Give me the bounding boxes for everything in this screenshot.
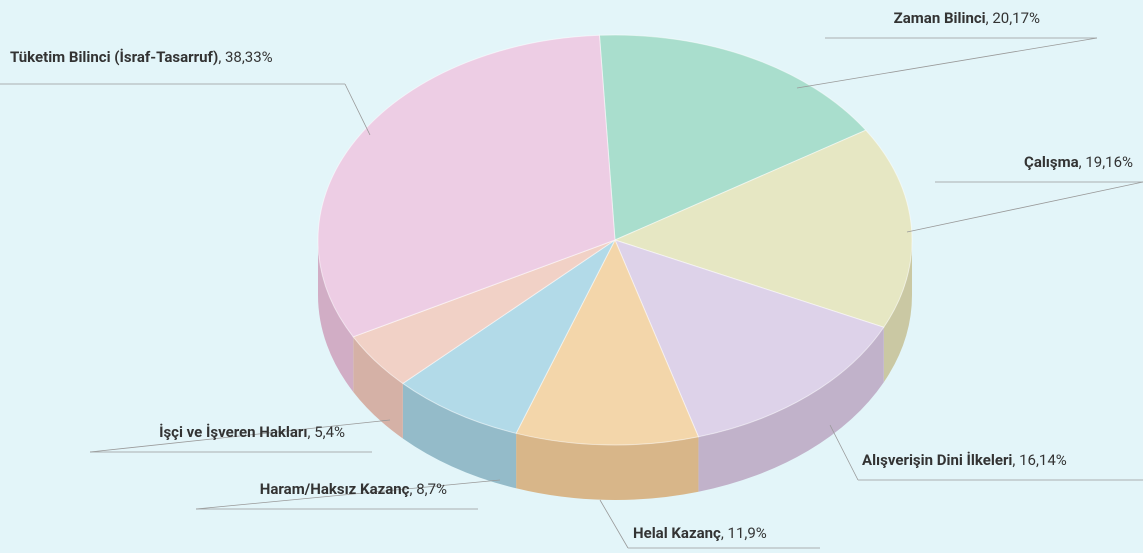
slice-side [516, 433, 699, 500]
slice-side [318, 240, 354, 392]
data-label: Haram/Haksız Kazanç8,7% [260, 480, 447, 498]
leader-line [796, 37, 1098, 89]
value-label: 8,7% [410, 480, 448, 498]
data-label: Çalışma19,16% [1024, 153, 1133, 171]
value-label: 5,4% [308, 423, 346, 441]
data-label: İşçi ve İşveren Hakları5,4% [159, 423, 345, 441]
leader-line [344, 83, 371, 136]
data-label: Tüketim Bilinci (İsraf-Tasarruf)38,33% [10, 48, 273, 66]
value-label: 20,17% [986, 9, 1040, 27]
category-name: Alışverişin Dini İlkeleri [862, 451, 1013, 469]
category-name: Tüketim Bilinci (İsraf-Tasarruf) [10, 48, 219, 66]
category-name: Helal Kazanç [633, 524, 721, 542]
slice [613, 129, 913, 328]
value-label: 19,16% [1079, 153, 1133, 171]
slice [515, 238, 700, 446]
slice-side [883, 240, 912, 383]
slice [317, 34, 616, 338]
slice [401, 239, 616, 434]
slice-side [353, 336, 403, 439]
slice-side-shade [698, 327, 884, 492]
category-name: İşçi ve İşveren Hakları [159, 423, 308, 441]
leader-line [89, 419, 391, 453]
slice [598, 34, 867, 241]
slice-side [698, 327, 884, 492]
category-name: Haram/Haksız Kazanç [259, 480, 410, 498]
leader-line [599, 499, 629, 549]
slice [614, 239, 885, 438]
leader-line [829, 424, 859, 481]
slice-side-shade [883, 240, 912, 383]
slice-side-shade [516, 433, 699, 500]
value-label: 38,33% [218, 48, 272, 66]
slice-side-shade [318, 240, 354, 392]
value-label: 11,9% [721, 524, 767, 542]
value-label: 16,14% [1012, 451, 1066, 469]
data-label: Helal Kazanç11,9% [633, 524, 767, 542]
data-label: Alışverişin Dini İlkeleri16,14% [862, 451, 1067, 469]
category-name: Zaman Bilinci [893, 9, 986, 27]
slice-side [402, 383, 517, 489]
slice-side-shade [402, 383, 517, 489]
leader-line [195, 479, 501, 510]
data-label: Zaman Bilinci20,17% [894, 9, 1040, 27]
category-name: Çalışma [1024, 153, 1079, 171]
slice-side-shade [353, 336, 403, 439]
leader-line [906, 181, 1143, 233]
